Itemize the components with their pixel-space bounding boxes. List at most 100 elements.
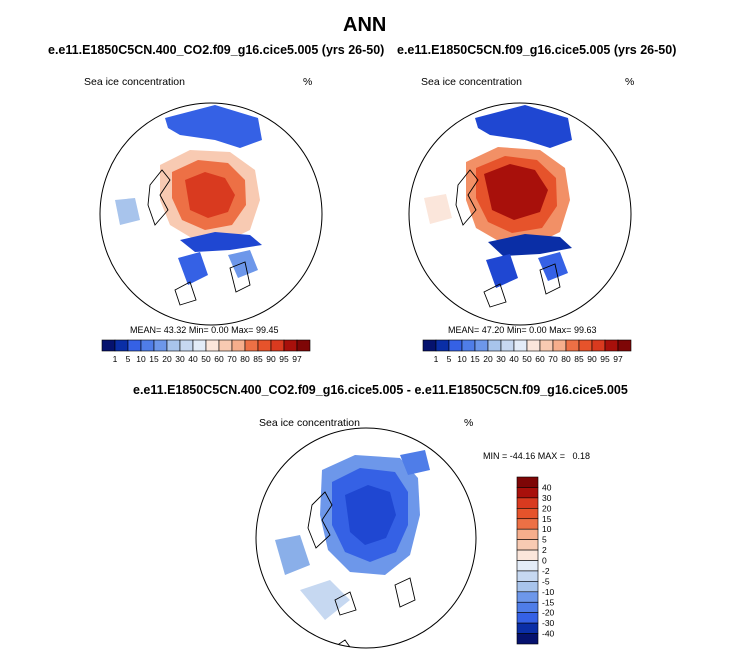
colorbar-2-box-8 [526, 339, 541, 352]
map-1-title: e.e11.E1850C5CN.400_CO2.f09_g16.cice5.00… [48, 43, 385, 57]
colorbar-1-box-10 [231, 339, 246, 352]
colorbar-1-box-7 [192, 339, 207, 352]
colorbar-1-tick-label: 5 [126, 354, 131, 364]
colorbar-2-box-0 [422, 339, 437, 352]
page-title: ANN [343, 14, 387, 36]
map-1-ice-south-blue [178, 252, 208, 285]
colorbar-2-tick-label: 70 [548, 354, 558, 364]
colorbar-2-box-14 [604, 339, 619, 352]
colorbar-1-box-6 [179, 339, 194, 352]
map-1-min-label: Min= [188, 325, 209, 335]
map-2-max-label: Max= [549, 325, 572, 335]
map-1-ice-blue-band [180, 232, 262, 252]
colorbar-1-tick-label: 50 [201, 354, 211, 364]
map-2-field-label: Sea ice concentration [421, 76, 522, 88]
colorbar-3-tick-label: -20 [542, 608, 555, 618]
map-2-min: 0.00 [529, 325, 547, 335]
colorbar-3-tick-label: 30 [542, 493, 552, 503]
colorbar-1-tick-label: 95 [279, 354, 289, 364]
colorbar-2-tick-label: 40 [509, 354, 519, 364]
colorbar-1-box-4 [153, 339, 168, 352]
colorbar-3-box-10 [516, 581, 539, 593]
map-3-diff-core-blue [345, 485, 396, 545]
colorbar-3-box-2 [516, 497, 539, 509]
colorbar-3-tick-label: -30 [542, 618, 555, 628]
colorbar-3-tick-label: -15 [542, 597, 555, 607]
colorbar-3-box-14 [516, 622, 539, 634]
colorbar-2-box-7 [513, 339, 528, 352]
colorbar-3-tick-label: 0 [542, 556, 547, 566]
colorbar-3-box-7 [516, 549, 539, 561]
colorbar-3-tick-label: 15 [542, 514, 552, 524]
colorbar-2-box-5 [487, 339, 502, 352]
colorbar-1-box-11 [244, 339, 259, 352]
colorbar-2: 1 5 10 15 20 30 40 50 60 70 80 85 90 95 97 [422, 339, 632, 364]
colorbar-1-box-3 [140, 339, 155, 352]
colorbar-3-box-0 [516, 476, 539, 488]
map-2-units: % [625, 76, 635, 88]
map-1-mean-label: MEAN= [130, 325, 162, 335]
colorbar-1-box-1 [114, 339, 129, 352]
map-1-field-label: Sea ice concentration [84, 76, 185, 88]
map-1-ice-west-blue [115, 198, 140, 225]
colorbar-3-tick-label: -10 [542, 587, 555, 597]
map-2-mean: 47.20 [481, 325, 505, 335]
colorbar-3-box-4 [516, 518, 539, 530]
map-1-ice-outer-blue [165, 105, 262, 148]
map-2-mean-label: MEAN= [448, 325, 480, 335]
colorbar-3-box-9 [516, 570, 539, 582]
colorbar-2-box-1 [435, 339, 450, 352]
colorbar-1-tick-label: 15 [149, 354, 159, 364]
colorbar-2-tick-label: 20 [483, 354, 493, 364]
map-1-stats: MEAN= 43.32 Min= 0.00 Max= 99.45 [130, 325, 278, 335]
map-1-max: 99.45 [255, 325, 279, 335]
colorbar-1-box-15 [296, 339, 311, 352]
colorbar-1-box-0 [101, 339, 116, 352]
colorbar-1-box-14 [283, 339, 298, 352]
colorbar-2-tick-label: 10 [457, 354, 467, 364]
map-1-mean: 43.32 [163, 325, 187, 335]
colorbar-2-tick-label: 97 [613, 354, 623, 364]
colorbar-3-tick-label: 5 [542, 535, 547, 545]
colorbar-1-box-9 [218, 339, 233, 352]
colorbar-3-box-11 [516, 591, 539, 603]
colorbar-1-tick-label: 60 [214, 354, 224, 364]
colorbar-1-box-2 [127, 339, 142, 352]
colorbar-1-tick-label: 1 [113, 354, 118, 364]
map-1-max-label: Max= [231, 325, 254, 335]
colorbar-1-tick-label: 70 [227, 354, 237, 364]
colorbar-2-tick-label: 60 [535, 354, 545, 364]
colorbar-2-box-2 [448, 339, 463, 352]
colorbar-3-tick-label: 40 [542, 482, 552, 492]
colorbar-2-tick-label: 90 [587, 354, 597, 364]
map-2-ice-core-red [484, 164, 548, 220]
map-2-min-label: Min= [506, 325, 527, 335]
map-2-coast [455, 169, 561, 308]
colorbar-1-box-13 [270, 339, 285, 352]
colorbar-2-box-10 [552, 339, 567, 352]
map-2-ice-blue-band [488, 234, 572, 256]
colorbar-3-tick-label: 20 [542, 503, 552, 513]
colorbar-1-tick-label: 97 [292, 354, 302, 364]
colorbar-1-tick-label: 90 [266, 354, 276, 364]
colorbar-2-tick-label: 95 [600, 354, 610, 364]
colorbar-3-tick-label: -2 [542, 566, 550, 576]
map-1-min: 0.00 [211, 325, 229, 335]
map-2-ice-south-blue [486, 254, 518, 288]
map-3-stats: MIN = -44.16 MAX = 0.18 [483, 451, 591, 461]
colorbar-1-tick-label: 40 [188, 354, 198, 364]
colorbar-3-tick-label: 10 [542, 524, 552, 534]
colorbar-3-box-3 [516, 508, 539, 520]
colorbar-2-box-4 [474, 339, 489, 352]
colorbar-3-box-8 [516, 560, 539, 572]
colorbar-2-box-15 [617, 339, 632, 352]
colorbar-1-tick-label: 80 [240, 354, 250, 364]
map-panel-1 [99, 102, 323, 326]
colorbar-2-box-13 [591, 339, 606, 352]
colorbar-2-tick-label: 85 [574, 354, 584, 364]
map-2-max: 99.63 [573, 325, 597, 335]
colorbar-1-tick-label: 20 [162, 354, 172, 364]
map-2-ice-east-blue [538, 252, 568, 281]
map-3-units: % [464, 417, 474, 429]
map-3-coast [307, 491, 416, 648]
